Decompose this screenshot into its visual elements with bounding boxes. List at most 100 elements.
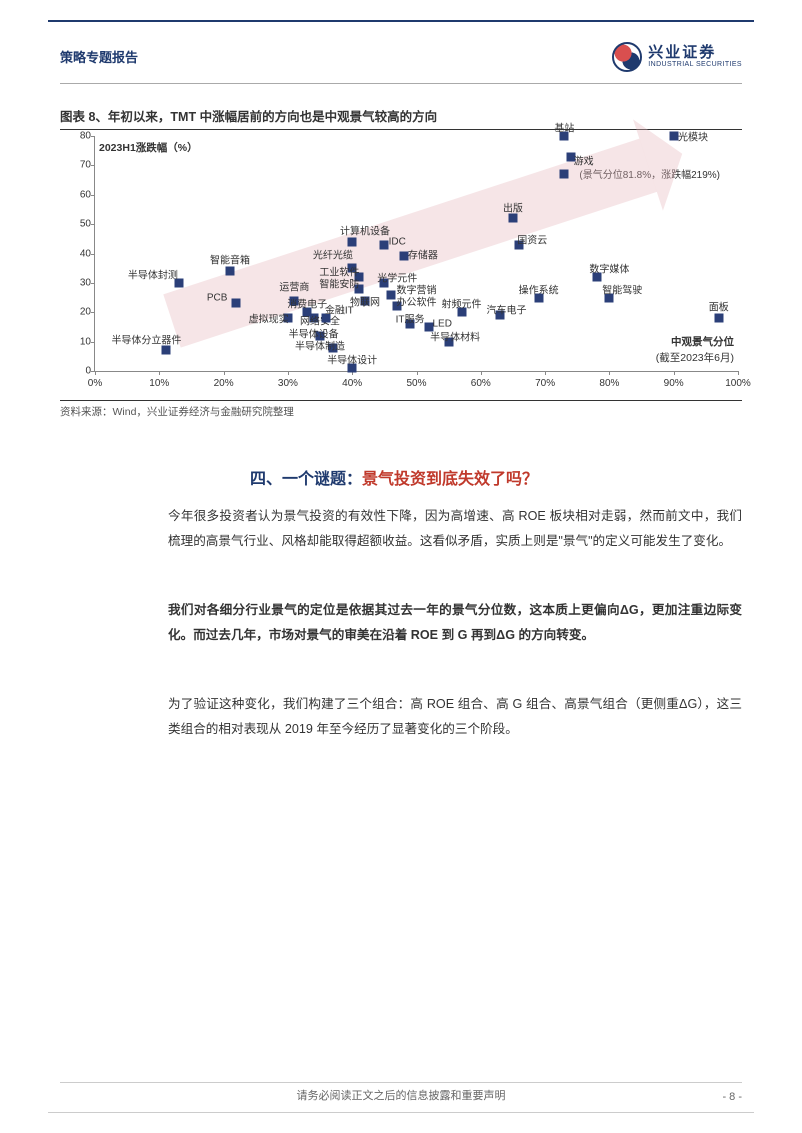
logo-text: 兴业证券 INDUSTRIAL SECURITIES <box>648 45 742 68</box>
scatter-label: 半导体材料 <box>430 328 480 343</box>
scatter-label: 运营商 <box>279 278 309 293</box>
scatter-label: 光纤光缆 <box>313 246 353 261</box>
scatter-point <box>232 299 241 308</box>
x-tick-mark <box>481 371 482 375</box>
scatter-point <box>669 132 678 141</box>
y-tick-label: 20 <box>65 307 91 318</box>
page-number: - 8 - <box>722 1087 742 1103</box>
y-tick-label: 50 <box>65 219 91 230</box>
chart-plot: 2023H1涨跌幅（%） 中观景气分位 (截至2023年6月) (景气分位81.… <box>94 136 738 372</box>
y-tick-mark <box>91 342 95 343</box>
logo-en: INDUSTRIAL SECURITIES <box>648 61 742 68</box>
x-tick-mark <box>417 371 418 375</box>
scatter-point <box>348 237 357 246</box>
y-tick-mark <box>91 283 95 284</box>
x-axis-title-2: (截至2023年6月) <box>656 350 734 365</box>
x-tick-mark <box>95 371 96 375</box>
scatter-label: 半导体分立器件 <box>111 331 181 346</box>
x-tick-mark <box>159 371 160 375</box>
logo-icon <box>612 42 642 72</box>
scatter-label: 半导体设计 <box>327 352 377 367</box>
x-tick-label: 20% <box>214 378 234 389</box>
scatter-label: 消费电子 <box>287 296 327 311</box>
y-tick-mark <box>91 224 95 225</box>
section-title-red: 景气投资到底失效了吗？ <box>362 471 538 488</box>
section-num: 四、 <box>250 471 282 488</box>
y-tick-label: 80 <box>65 131 91 142</box>
x-tick-label: 10% <box>149 378 169 389</box>
scatter-label: 操作系统 <box>519 281 559 296</box>
y-tick-label: 0 <box>65 366 91 377</box>
scatter-label: 虚拟现实 <box>249 311 289 326</box>
scatter-point <box>161 346 170 355</box>
y-tick-label: 10 <box>65 336 91 347</box>
page-header: 策略专题报告 兴业证券 INDUSTRIAL SECURITIES <box>60 36 742 84</box>
y-tick-mark <box>91 254 95 255</box>
section-title: 四、一个谜题：景气投资到底失效了吗？ <box>250 465 538 489</box>
chart-source: 资料来源：Wind，兴业证券经济与金融研究院整理 <box>60 400 742 419</box>
scatter-label: 智能安防 <box>319 275 359 290</box>
y-tick-label: 70 <box>65 160 91 171</box>
scatter-label: IDC <box>389 236 406 247</box>
scatter-label: 半导体制造 <box>295 337 345 352</box>
scatter-label: 面板 <box>709 299 729 314</box>
scatter-point <box>508 214 517 223</box>
y-axis-title: 2023H1涨跌幅（%） <box>99 140 198 155</box>
x-tick-mark <box>609 371 610 375</box>
x-tick-label: 90% <box>664 378 684 389</box>
scatter-label: 出版 <box>503 199 523 214</box>
x-tick-mark <box>288 371 289 375</box>
paragraph-3: 为了验证这种变化，我们构建了三个组合：高 ROE 组合、高 G 组合、高景气组合… <box>168 692 742 742</box>
scatter-label: 游戏 <box>574 152 594 167</box>
scatter-label: 基站 <box>554 120 574 135</box>
scatter-label: PCB <box>207 292 228 303</box>
x-tick-label: 40% <box>342 378 362 389</box>
x-tick-label: 30% <box>278 378 298 389</box>
x-tick-label: 80% <box>599 378 619 389</box>
footer-disclaimer: 请务必阅读正文之后的信息披露和重要声明 <box>60 1082 742 1103</box>
scatter-label: IT服务 <box>396 311 425 326</box>
scatter-point <box>399 252 408 261</box>
scatter-label: 办公软件 <box>397 293 437 308</box>
y-tick-mark <box>91 312 95 313</box>
x-tick-mark <box>224 371 225 375</box>
y-tick-label: 30 <box>65 277 91 288</box>
y-tick-label: 60 <box>65 189 91 200</box>
scatter-point <box>380 240 389 249</box>
x-tick-mark <box>674 371 675 375</box>
y-tick-mark <box>91 165 95 166</box>
scatter-point <box>560 170 569 179</box>
y-tick-mark <box>91 136 95 137</box>
scatter-label: 计算机设备 <box>340 223 390 238</box>
logo-cn: 兴业证券 <box>648 45 742 61</box>
scatter-label: 智能音箱 <box>210 252 250 267</box>
paragraph-1: 今年很多投资者认为景气投资的有效性下降，因为高增速、高 ROE 板块相对走弱，然… <box>168 504 742 554</box>
scatter-label: 智能驾驶 <box>602 281 642 296</box>
x-axis-title-1: 中观景气分位 <box>671 334 734 349</box>
scatter-label: 射频元件 <box>442 296 482 311</box>
scatter-label: 国资云 <box>517 231 547 246</box>
section-title-blue: 一个谜题： <box>282 471 362 488</box>
x-tick-label: 100% <box>725 378 751 389</box>
chart: 2023H1涨跌幅（%） 中观景气分位 (截至2023年6月) (景气分位81.… <box>60 132 742 396</box>
scatter-label: 汽车电子 <box>487 302 527 317</box>
x-tick-mark <box>545 371 546 375</box>
scatter-label: 物联网 <box>350 293 380 308</box>
report-type: 策略专题报告 <box>60 47 138 66</box>
scatter-label: 光模块 <box>678 129 708 144</box>
x-tick-label: 50% <box>406 378 426 389</box>
x-tick-mark <box>738 371 739 375</box>
scatter-label: 存储器 <box>408 246 438 261</box>
scatter-point <box>226 267 235 276</box>
y-tick-label: 40 <box>65 248 91 259</box>
y-tick-mark <box>91 195 95 196</box>
x-tick-label: 60% <box>471 378 491 389</box>
scatter-label: 半导体封测 <box>128 267 178 282</box>
scatter-point <box>386 290 395 299</box>
scatter-label: 数字媒体 <box>589 261 629 276</box>
x-tick-label: 70% <box>535 378 555 389</box>
logo: 兴业证券 INDUSTRIAL SECURITIES <box>612 42 742 72</box>
paragraph-2: 我们对各细分行业景气的定位是依据其过去一年的景气分位数，这本质上更偏向ΔG，更加… <box>168 598 742 648</box>
x-tick-label: 0% <box>88 378 102 389</box>
scatter-point <box>714 314 723 323</box>
